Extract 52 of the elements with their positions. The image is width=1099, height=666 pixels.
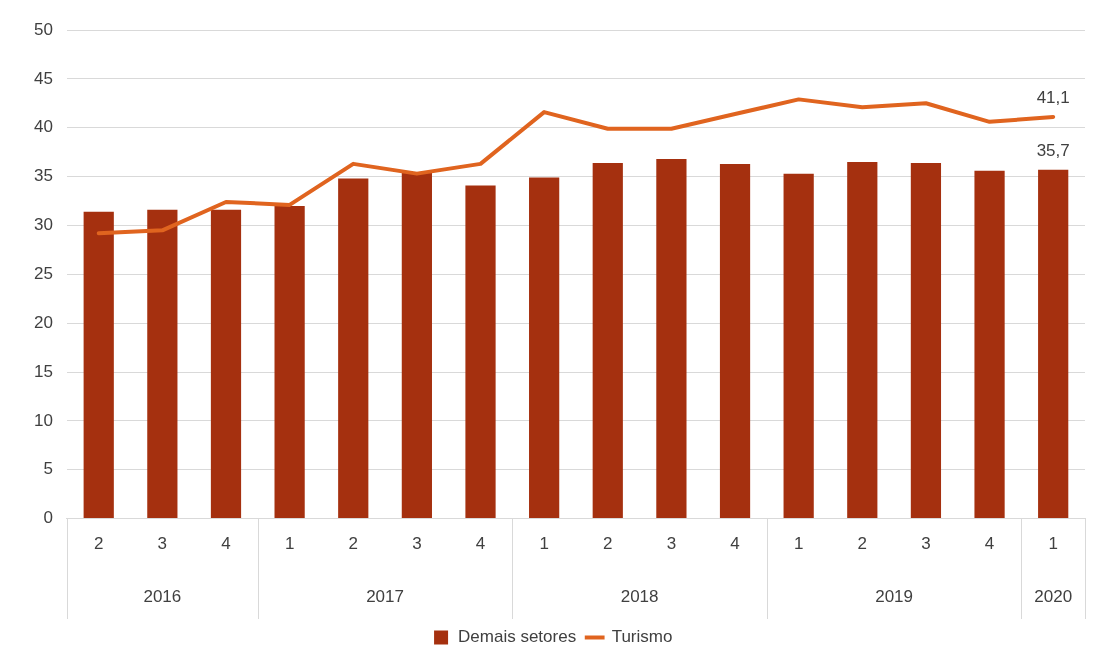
x-tick-label: 2 [603, 534, 613, 554]
bar [783, 173, 814, 519]
x-tick-label: 4 [730, 534, 740, 554]
y-tick-label: 20 [33, 312, 53, 332]
bar [401, 172, 432, 519]
bar [847, 161, 878, 519]
text: 2017 [366, 586, 404, 606]
x-tick-label: 1 [284, 534, 295, 554]
y-tick-label: 35 [33, 166, 53, 186]
text: 2018 [620, 586, 659, 606]
y-tick-label: 0 [43, 508, 53, 528]
bar [274, 205, 305, 519]
x-tick-label: 3 [921, 534, 931, 554]
x-tick-label: 4 [475, 534, 486, 554]
bar [529, 177, 560, 519]
y-tick-label: 45 [33, 68, 53, 88]
bar [974, 170, 1005, 519]
bar [147, 209, 178, 519]
bar [210, 209, 242, 519]
x-tick-label: 2 [93, 534, 104, 554]
x-tick-label: 4 [221, 534, 231, 554]
x-tick-label: 3 [157, 534, 168, 554]
legend-label: Turismo [611, 627, 673, 647]
bar [910, 162, 942, 519]
y-tick-label: 15 [33, 361, 53, 381]
bar [1038, 169, 1069, 519]
y-tick-label: 25 [33, 263, 53, 283]
data-label: 41,1 [1036, 88, 1070, 108]
x-tick-label: 3 [412, 534, 422, 554]
y-tick-label: 30 [33, 215, 53, 235]
bar [656, 158, 687, 519]
x-tick-label: 2 [857, 534, 868, 554]
bar [83, 211, 114, 519]
x-tick-label: 4 [984, 534, 995, 554]
bar [592, 162, 623, 519]
bar [465, 185, 496, 519]
bar [338, 178, 369, 519]
text: 2016 [143, 586, 182, 606]
text: 2019 [875, 586, 914, 606]
text: 2020 [1034, 586, 1073, 606]
legend-label: Demais setores [458, 627, 577, 647]
x-tick-label: 1 [539, 534, 549, 554]
y-tick-label: 10 [33, 410, 53, 430]
x-tick-label: 2 [348, 534, 358, 554]
y-tick-label: 40 [33, 117, 53, 137]
data-label: 35,7 [1036, 140, 1070, 160]
x-tick-label: 1 [793, 534, 804, 554]
y-tick-label: 50 [33, 19, 53, 39]
bar [719, 163, 751, 519]
y-tick-label: 5 [43, 459, 53, 479]
x-tick-label: 1 [1048, 534, 1058, 554]
x-tick-label: 3 [666, 534, 677, 554]
